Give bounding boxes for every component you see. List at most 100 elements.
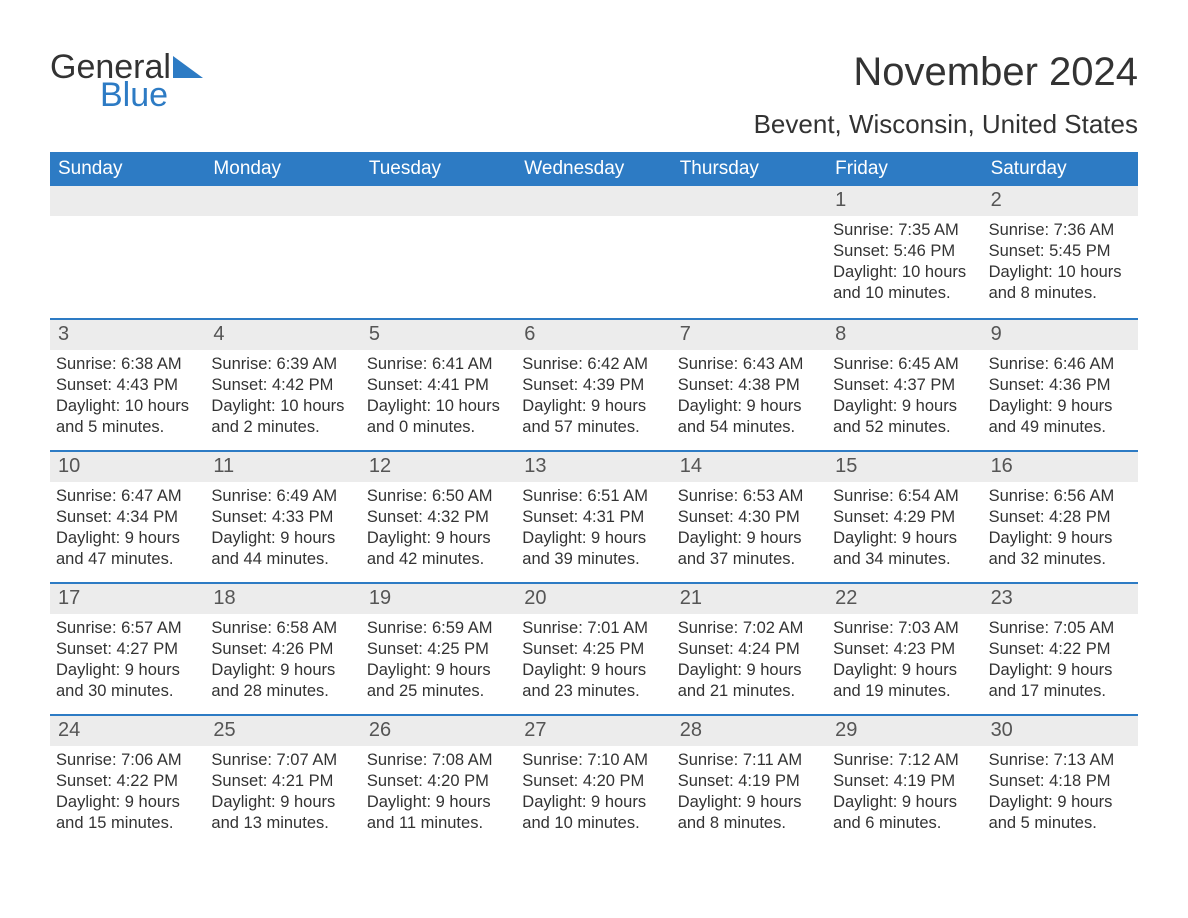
day-cell: 15Sunrise: 6:54 AMSunset: 4:29 PMDayligh… (827, 452, 982, 582)
day-cell: 20Sunrise: 7:01 AMSunset: 4:25 PMDayligh… (516, 584, 671, 714)
week-row: 1Sunrise: 7:35 AMSunset: 5:46 PMDaylight… (50, 186, 1138, 318)
sunrise-text: Sunrise: 7:06 AM (56, 750, 199, 771)
day-number: 7 (672, 320, 827, 350)
day-number (361, 186, 516, 216)
sunrise-text: Sunrise: 6:56 AM (989, 486, 1132, 507)
sunrise-text: Sunrise: 7:11 AM (678, 750, 821, 771)
day-number: 9 (983, 320, 1138, 350)
day-cell: 21Sunrise: 7:02 AMSunset: 4:24 PMDayligh… (672, 584, 827, 714)
daylight-text: Daylight: 9 hours and 30 minutes. (56, 660, 199, 702)
daylight-text: Daylight: 10 hours and 2 minutes. (211, 396, 354, 438)
daylight-text: Daylight: 10 hours and 8 minutes. (989, 262, 1132, 304)
day-cell: 26Sunrise: 7:08 AMSunset: 4:20 PMDayligh… (361, 716, 516, 846)
sunrise-text: Sunrise: 6:38 AM (56, 354, 199, 375)
day-number: 28 (672, 716, 827, 746)
day-cell: 14Sunrise: 6:53 AMSunset: 4:30 PMDayligh… (672, 452, 827, 582)
dow-cell: Sunday (50, 152, 205, 186)
day-number: 17 (50, 584, 205, 614)
sunset-text: Sunset: 4:18 PM (989, 771, 1132, 792)
sunset-text: Sunset: 4:41 PM (367, 375, 510, 396)
location: Bevent, Wisconsin, United States (754, 109, 1138, 140)
day-number: 16 (983, 452, 1138, 482)
brand-logo: General Blue (50, 50, 203, 112)
sunset-text: Sunset: 4:25 PM (522, 639, 665, 660)
sunset-text: Sunset: 4:23 PM (833, 639, 976, 660)
day-cell: 12 Sunrise: 6:50 AMSunset: 4:32 PMDayligh… (361, 452, 516, 582)
day-cell: 19Sunrise: 6:59 AMSunset: 4:25 PMDayligh… (361, 584, 516, 714)
day-number: 25 (205, 716, 360, 746)
sunrise-text: Sunrise: 7:07 AM (211, 750, 354, 771)
sunrise-text: Sunrise: 7:13 AM (989, 750, 1132, 771)
sunrise-text: Sunrise: 6:39 AM (211, 354, 354, 375)
daylight-text: Daylight: 9 hours and 42 minutes. (367, 528, 510, 570)
day-cell: 1Sunrise: 7:35 AMSunset: 5:46 PMDaylight… (827, 186, 982, 318)
daylight-text: Daylight: 9 hours and 11 minutes. (367, 792, 510, 834)
sunset-text: Sunset: 4:25 PM (367, 639, 510, 660)
dow-cell: Friday (827, 152, 982, 186)
day-cell (516, 186, 671, 318)
sunset-text: Sunset: 4:21 PM (211, 771, 354, 792)
day-cell: 5Sunrise: 6:41 AMSunset: 4:41 PMDaylight… (361, 320, 516, 450)
title-block: November 2024 Bevent, Wisconsin, United … (754, 50, 1138, 140)
day-cell: 10Sunrise: 6:47 AMSunset: 4:34 PMDayligh… (50, 452, 205, 582)
dow-cell: Monday (205, 152, 360, 186)
sunrise-text: Sunrise: 6:41 AM (367, 354, 510, 375)
day-number (205, 186, 360, 216)
day-number: 2 (983, 186, 1138, 216)
sunrise-text: Sunrise: 7:02 AM (678, 618, 821, 639)
sunset-text: Sunset: 4:37 PM (833, 375, 976, 396)
week-row: 10Sunrise: 6:47 AMSunset: 4:34 PMDayligh… (50, 450, 1138, 582)
daylight-text: Daylight: 9 hours and 49 minutes. (989, 396, 1132, 438)
day-number: 22 (827, 584, 982, 614)
day-cell: 28Sunrise: 7:11 AMSunset: 4:19 PMDayligh… (672, 716, 827, 846)
day-number: 6 (516, 320, 671, 350)
sunset-text: Sunset: 4:32 PM (367, 507, 510, 528)
day-cell: 25Sunrise: 7:07 AMSunset: 4:21 PMDayligh… (205, 716, 360, 846)
header: General Blue November 2024 Bevent, Wisco… (50, 50, 1138, 140)
day-cell (205, 186, 360, 318)
sunrise-text: Sunrise: 6:50 AM (367, 486, 510, 507)
daylight-text: Daylight: 9 hours and 19 minutes. (833, 660, 976, 702)
sunrise-text: Sunrise: 6:43 AM (678, 354, 821, 375)
day-cell: 24Sunrise: 7:06 AMSunset: 4:22 PMDayligh… (50, 716, 205, 846)
sunrise-text: Sunrise: 7:05 AM (989, 618, 1132, 639)
day-cell: 9Sunrise: 6:46 AMSunset: 4:36 PMDaylight… (983, 320, 1138, 450)
day-number: 8 (827, 320, 982, 350)
sunset-text: Sunset: 4:28 PM (989, 507, 1132, 528)
sunset-text: Sunset: 4:42 PM (211, 375, 354, 396)
sunset-text: Sunset: 4:22 PM (989, 639, 1132, 660)
day-number (672, 186, 827, 216)
day-number: 12 (361, 452, 516, 482)
day-cell: 27Sunrise: 7:10 AMSunset: 4:20 PMDayligh… (516, 716, 671, 846)
dow-cell: Thursday (672, 152, 827, 186)
daylight-text: Daylight: 9 hours and 28 minutes. (211, 660, 354, 702)
sunset-text: Sunset: 4:39 PM (522, 375, 665, 396)
day-number: 27 (516, 716, 671, 746)
day-cell (361, 186, 516, 318)
daylight-text: Daylight: 9 hours and 25 minutes. (367, 660, 510, 702)
daylight-text: Daylight: 9 hours and 37 minutes. (678, 528, 821, 570)
sunset-text: Sunset: 4:22 PM (56, 771, 199, 792)
day-cell: 11Sunrise: 6:49 AMSunset: 4:33 PMDayligh… (205, 452, 360, 582)
day-number: 26 (361, 716, 516, 746)
day-number: 3 (50, 320, 205, 350)
day-number: 10 (50, 452, 205, 482)
sunset-text: Sunset: 4:38 PM (678, 375, 821, 396)
day-number: 11 (205, 452, 360, 482)
daylight-text: Daylight: 10 hours and 10 minutes. (833, 262, 976, 304)
daylight-text: Daylight: 9 hours and 32 minutes. (989, 528, 1132, 570)
daylight-text: Daylight: 10 hours and 0 minutes. (367, 396, 510, 438)
sunset-text: Sunset: 4:27 PM (56, 639, 199, 660)
month-title: November 2024 (754, 50, 1138, 95)
day-cell: 16 Sunrise: 6:56 AMSunset: 4:28 PMDayligh… (983, 452, 1138, 582)
day-cell: 23Sunrise: 7:05 AMSunset: 4:22 PMDayligh… (983, 584, 1138, 714)
day-number: 29 (827, 716, 982, 746)
week-row: 3Sunrise: 6:38 AMSunset: 4:43 PMDaylight… (50, 318, 1138, 450)
day-cell: 29Sunrise: 7:12 AMSunset: 4:19 PMDayligh… (827, 716, 982, 846)
day-cell: 8Sunrise: 6:45 AMSunset: 4:37 PMDaylight… (827, 320, 982, 450)
dow-cell: Wednesday (516, 152, 671, 186)
day-of-week-header: SundayMondayTuesdayWednesdayThursdayFrid… (50, 152, 1138, 186)
sunset-text: Sunset: 4:19 PM (833, 771, 976, 792)
dow-cell: Tuesday (361, 152, 516, 186)
day-number: 30 (983, 716, 1138, 746)
